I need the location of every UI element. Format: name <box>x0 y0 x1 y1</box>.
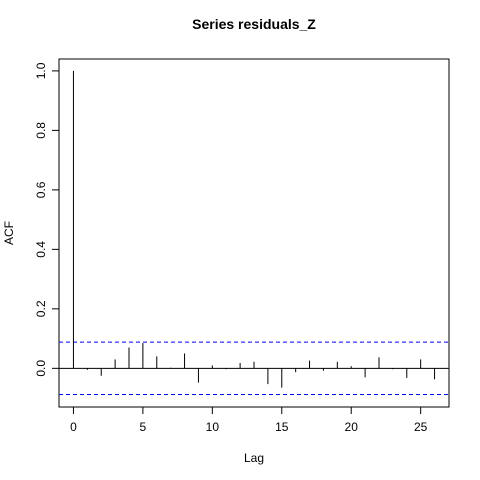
x-tick-label: 10 <box>206 420 220 434</box>
y-tick-label: 1.0 <box>34 62 48 79</box>
y-axis: 0.0 0.2 0.4 0.6 0.8 1.0 <box>34 62 59 376</box>
y-tick-label: 0.8 <box>34 122 48 139</box>
chart-title: Series residuals_Z <box>192 16 316 32</box>
x-tick-label: 0 <box>70 420 77 434</box>
x-tick-label: 25 <box>414 420 428 434</box>
y-axis-label: ACF <box>2 221 16 245</box>
y-tick-label: 0.2 <box>34 300 48 317</box>
x-axis: 0 5 10 15 20 25 <box>70 407 428 434</box>
acf-bars <box>73 71 434 388</box>
y-tick-label: 0.0 <box>34 360 48 377</box>
y-tick-label: 0.6 <box>34 181 48 198</box>
plot-area-border <box>59 59 449 407</box>
x-tick-label: 5 <box>140 420 147 434</box>
x-tick-label: 15 <box>275 420 289 434</box>
y-tick-label: 0.4 <box>34 241 48 258</box>
x-tick-label: 20 <box>345 420 359 434</box>
x-axis-label: Lag <box>244 451 264 465</box>
